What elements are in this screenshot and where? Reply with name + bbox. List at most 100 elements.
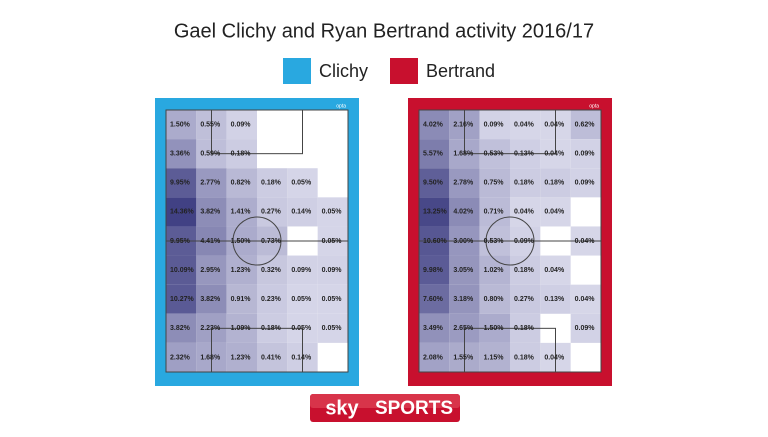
cell-label: 0.18% [514, 354, 535, 361]
cell-label: 0.04% [544, 151, 565, 158]
cell-label: 0.53% [484, 151, 505, 158]
cell-label: 0.41% [261, 354, 282, 361]
cell-label: 0.05% [322, 296, 343, 303]
cell-label: 2.77% [200, 180, 221, 187]
heat-cell [570, 168, 601, 198]
cell-label: 1.23% [231, 354, 252, 361]
cell-label: 0.62% [575, 121, 596, 128]
heat-cell [226, 197, 257, 227]
cell-label: 4.41% [200, 238, 221, 245]
cell-label: 0.82% [231, 180, 252, 187]
heat-cell [317, 255, 348, 285]
cell-label: 3.82% [200, 209, 221, 216]
legend-swatch [283, 58, 311, 84]
cell-label: 2.23% [200, 325, 221, 332]
cell-label: 0.04% [514, 209, 535, 216]
cell-label: 0.05% [322, 238, 343, 245]
heat-cell [479, 110, 510, 140]
cell-label: 0.09% [231, 121, 252, 128]
cell-label: 0.04% [544, 354, 565, 361]
heat-cell [196, 284, 227, 314]
cell-label: 9.95% [170, 180, 191, 187]
cell-label: 3.49% [423, 325, 444, 332]
cell-label: 3.05% [453, 267, 474, 274]
cell-label: 3.82% [200, 296, 221, 303]
heat-cell [419, 110, 450, 140]
heat-cell [570, 110, 601, 140]
heat-cell [570, 284, 601, 314]
heat-cell [540, 284, 571, 314]
cell-label: 0.04% [544, 121, 565, 128]
heat-cell [166, 168, 197, 198]
cell-label: 1.50% [170, 121, 191, 128]
cell-label: 0.05% [291, 325, 312, 332]
pitch-circle [232, 216, 282, 266]
cell-label: 0.55% [200, 121, 221, 128]
cell-label: 0.18% [231, 151, 252, 158]
cell-label: 2.78% [453, 180, 474, 187]
cell-label: 0.80% [484, 296, 505, 303]
heat-cell [479, 197, 510, 227]
heat-cell [287, 197, 318, 227]
heat-cell [226, 284, 257, 314]
cell-label: 0.13% [544, 296, 565, 303]
charts: opta 1.50% 0.55% 0.09% 3.36% 0.59% 0.18% 9.95% 2… [155, 98, 612, 386]
cell-label: 4.02% [423, 121, 444, 128]
cell-label: 0.05% [291, 296, 312, 303]
heat-cell [317, 313, 348, 343]
logo-sports: SPORTS [375, 398, 453, 419]
legend-swatch [390, 58, 418, 84]
cell-label: 0.09% [575, 151, 596, 158]
logo-sky: sky [325, 397, 359, 419]
cell-label: 3.36% [170, 151, 191, 158]
heat-cell [540, 255, 571, 285]
cell-label: 0.91% [231, 296, 252, 303]
heat-cell [510, 284, 541, 314]
cell-label: 0.04% [544, 209, 565, 216]
cell-label: 0.09% [291, 267, 312, 274]
cell-label: 14.36% [170, 209, 195, 216]
heat-cell [287, 284, 318, 314]
heat-cell [510, 342, 541, 372]
cell-label: 1.55% [453, 354, 474, 361]
cell-label: 0.14% [291, 209, 312, 216]
heat-cell [317, 284, 348, 314]
cell-label: 0.13% [514, 151, 535, 158]
heat-cell [510, 168, 541, 198]
heat-cell [540, 197, 571, 227]
heat-cell [419, 168, 450, 198]
cell-label: 2.32% [170, 354, 191, 361]
heat-cell [570, 139, 601, 169]
heat-cell [540, 168, 571, 198]
cell-label: 0.75% [484, 180, 505, 187]
heat-cell [166, 313, 197, 343]
cell-label: 0.18% [514, 180, 535, 187]
heat-cell [257, 255, 288, 285]
heat-cell [166, 139, 197, 169]
logo: sky SPORTS [310, 394, 460, 422]
heat-cell [479, 284, 510, 314]
heat-cell [419, 197, 450, 227]
cell-label: 10.60% [423, 238, 448, 245]
cell-label: 0.23% [261, 296, 282, 303]
heat-cell [196, 168, 227, 198]
heat-cell [419, 342, 450, 372]
cell-label: 0.05% [322, 325, 343, 332]
heat-cell [226, 110, 257, 140]
heat-cell [449, 197, 480, 227]
heat-cell [257, 168, 288, 198]
cell-label: 0.09% [575, 325, 596, 332]
cell-label: 13.25% [423, 209, 448, 216]
cell-label: 9.98% [423, 267, 444, 274]
heat-cell [166, 342, 197, 372]
source-label: opta [336, 103, 346, 109]
cell-label: 0.73% [261, 238, 282, 245]
cell-label: 2.08% [423, 354, 444, 361]
heat-cell [196, 255, 227, 285]
cell-label: 1.50% [231, 238, 252, 245]
heat-cell [449, 284, 480, 314]
cell-label: 0.04% [575, 296, 596, 303]
cell-label: 2.16% [453, 121, 474, 128]
legend: Clichy Bertrand [283, 58, 495, 84]
